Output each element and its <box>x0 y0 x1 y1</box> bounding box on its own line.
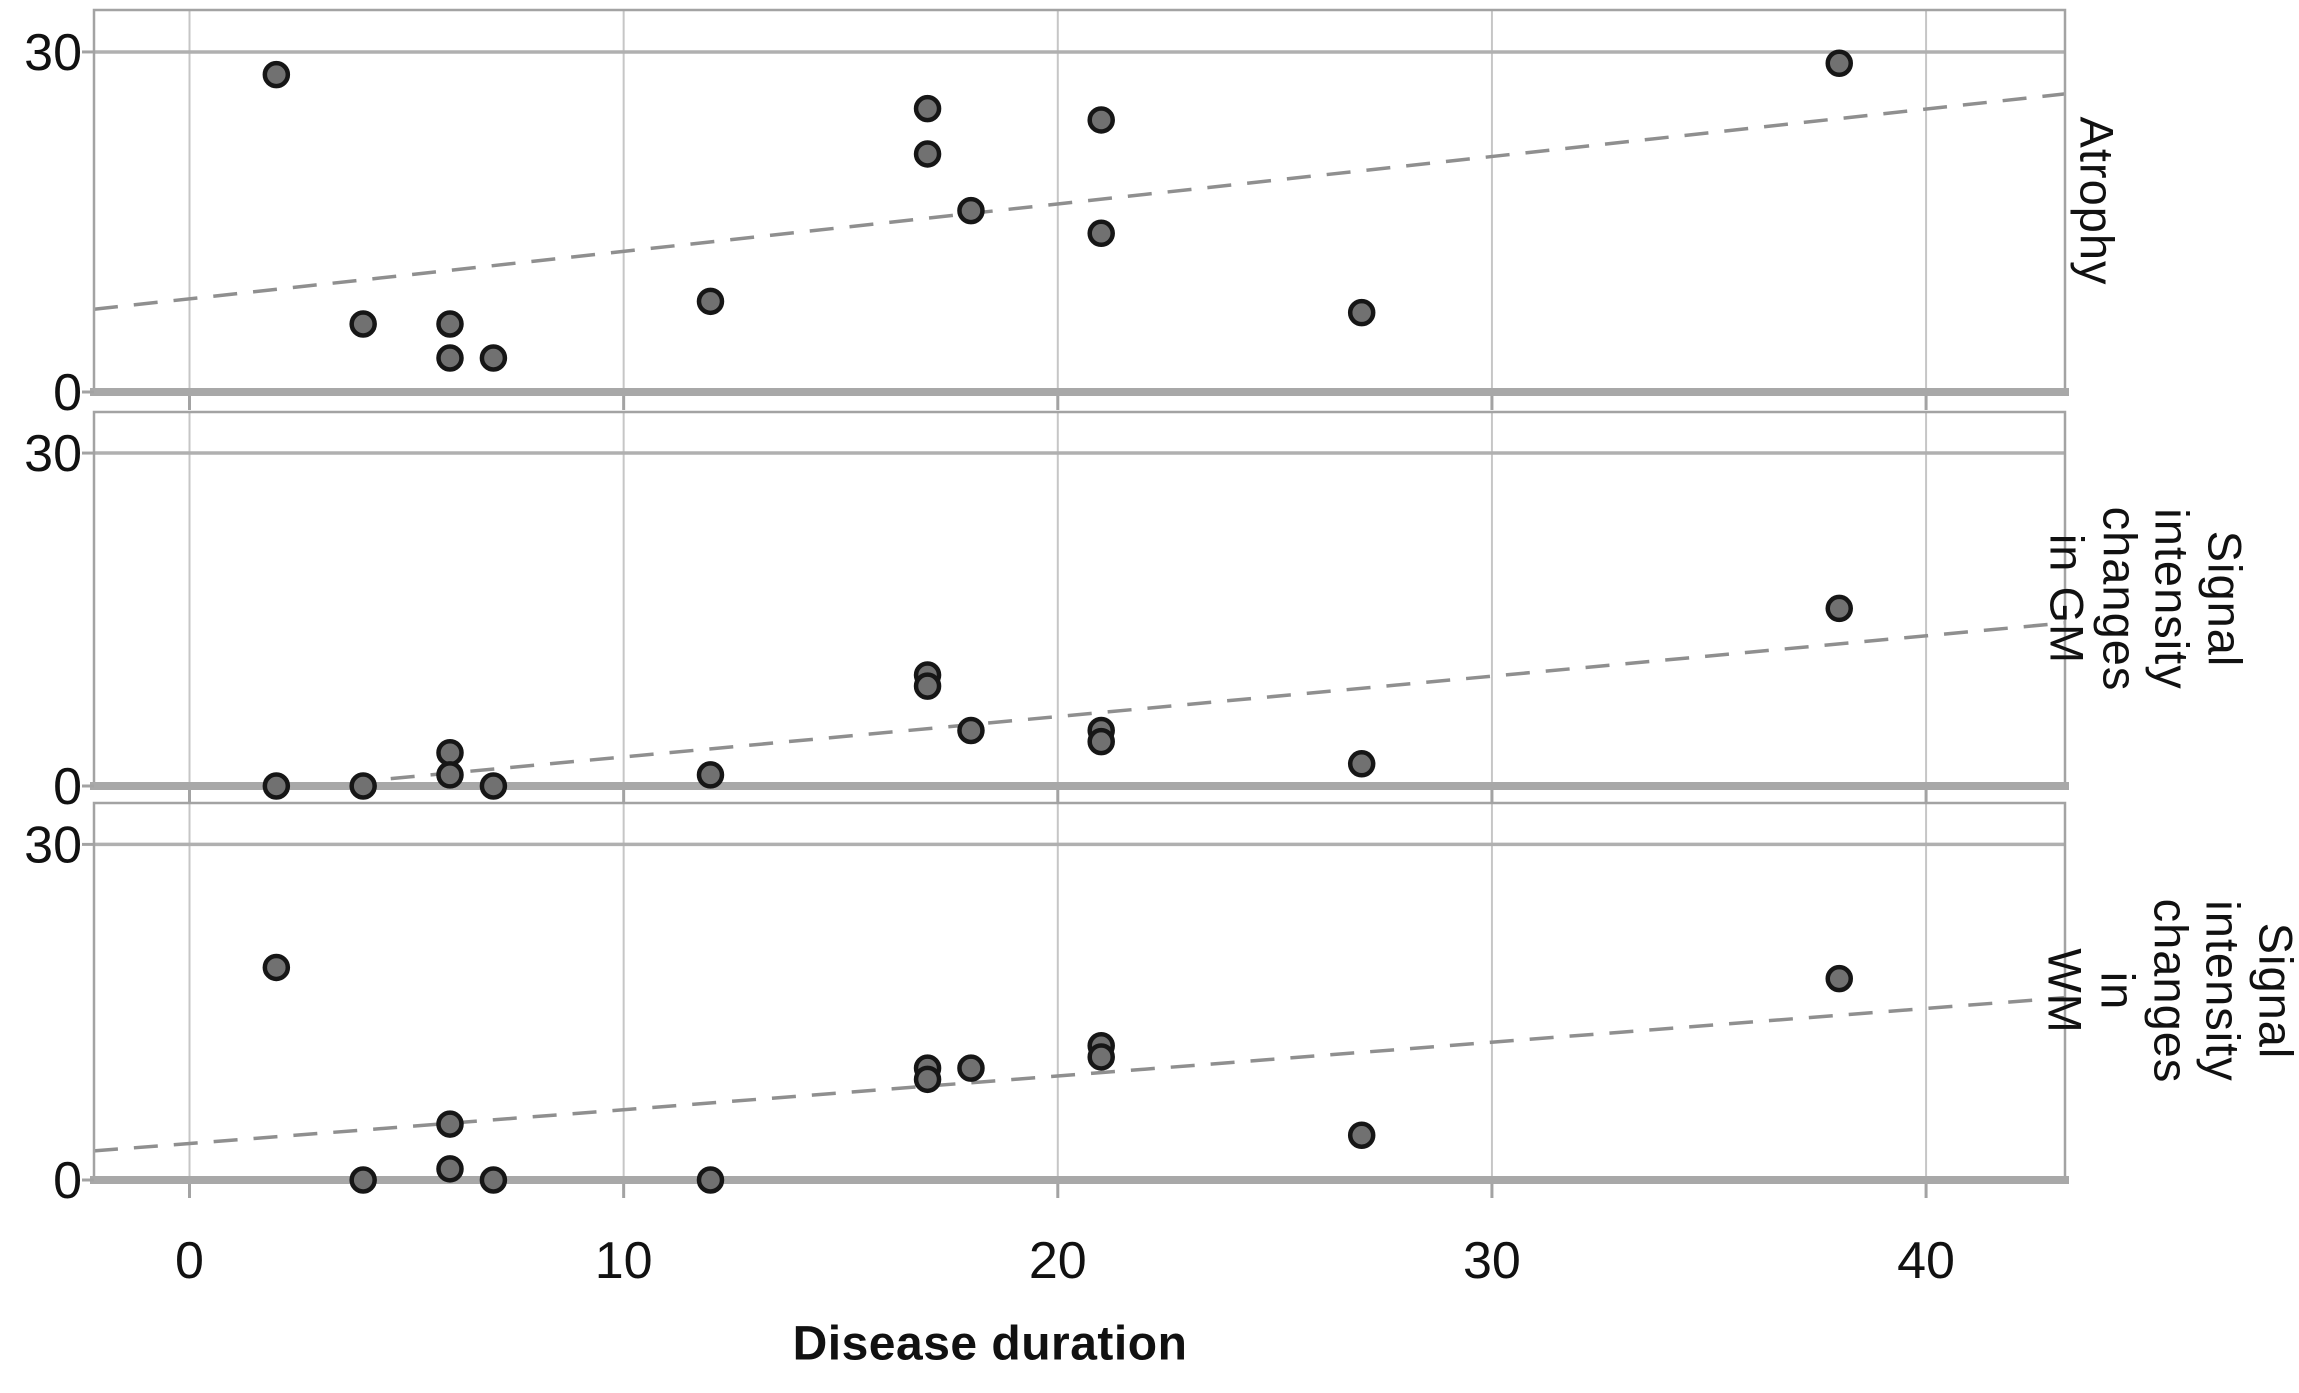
data-point <box>479 344 508 372</box>
data-point <box>349 1166 377 1194</box>
panel-frame <box>92 8 2067 394</box>
data-point <box>957 1054 985 1082</box>
panel-label-atrophy: Atrophy <box>2070 116 2124 286</box>
data-point <box>957 716 985 745</box>
panel-label-signal-gm: Signal intensity changes in GM <box>2040 506 2252 692</box>
data-point <box>1347 1121 1376 1150</box>
x-tick-label: 10 <box>595 1232 653 1290</box>
panel-frame <box>92 801 2067 1182</box>
data-point <box>436 761 464 789</box>
y-tick-label: 30 <box>24 816 82 874</box>
x-tick-label: 0 <box>175 1232 204 1290</box>
data-point <box>696 761 725 789</box>
data-point <box>696 1166 725 1194</box>
data-point <box>262 953 291 982</box>
data-point <box>1087 219 1115 248</box>
data-point <box>436 1110 464 1138</box>
data-point <box>479 1166 508 1194</box>
data-point <box>349 310 377 338</box>
data-point <box>1825 49 1853 78</box>
data-point <box>1347 750 1376 778</box>
panel-label-signal-wm: Signal intensity changes in WM <box>2039 898 2299 1084</box>
trend-line <box>93 92 2066 311</box>
x-tick-label: 40 <box>1897 1232 1955 1290</box>
y-tick-label: 0 <box>53 758 82 816</box>
data-point <box>436 738 464 767</box>
x-axis-title: Disease duration <box>792 1317 1188 1371</box>
data-point <box>696 287 725 316</box>
data-point <box>436 1155 464 1183</box>
data-point <box>262 772 291 800</box>
data-point <box>349 772 377 800</box>
data-point <box>957 196 985 225</box>
data-point <box>913 672 942 700</box>
y-tick-label: 0 <box>53 364 82 422</box>
data-point <box>1825 594 1853 623</box>
trend-line <box>93 995 2066 1153</box>
data-point <box>913 140 942 168</box>
panel-frame <box>92 410 2067 788</box>
data-point <box>913 1065 942 1094</box>
data-point <box>436 310 464 338</box>
y-tick-label: 30 <box>24 24 82 82</box>
data-point <box>1087 727 1115 756</box>
data-point <box>262 60 291 89</box>
data-point <box>1087 1043 1115 1071</box>
trend-line <box>310 621 2066 788</box>
data-point <box>436 344 464 372</box>
data-point <box>1347 298 1376 327</box>
data-point <box>1087 106 1115 134</box>
x-tick-label: 30 <box>1463 1232 1521 1290</box>
x-tick-label: 20 <box>1029 1232 1087 1290</box>
data-point <box>913 94 942 123</box>
y-tick-label: 30 <box>24 425 82 483</box>
data-point <box>479 772 508 800</box>
data-point <box>1825 964 1853 993</box>
y-tick-label: 0 <box>53 1152 82 1210</box>
